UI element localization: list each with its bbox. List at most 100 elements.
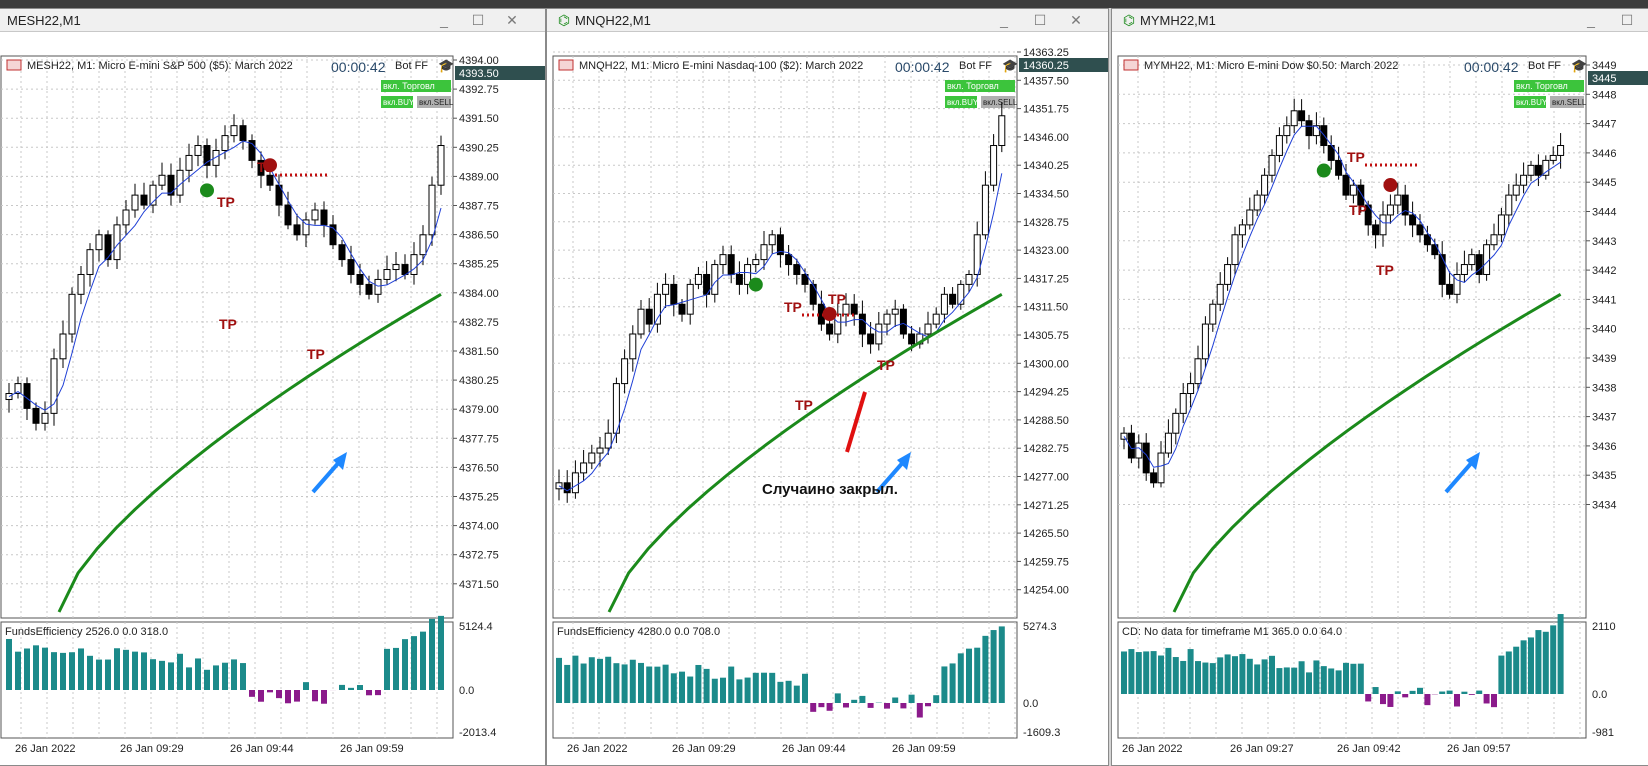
- indicator-histogram-bar: [851, 699, 858, 703]
- indicator-histogram-bar: [1357, 663, 1364, 694]
- candle-body: [662, 283, 670, 295]
- minimize-button[interactable]: _: [440, 12, 448, 28]
- candle-body: [1483, 244, 1491, 275]
- trading-toggle-button[interactable]: [381, 80, 451, 92]
- price-chart[interactable]: 14363.25 14357.50 14351.75 14346.00 14340.25…: [547, 32, 1109, 766]
- indicator-histogram-bar: [285, 690, 291, 704]
- indicator-histogram-bar: [1550, 625, 1557, 694]
- price-axis-label: 4389.00: [459, 171, 499, 183]
- indicator-histogram-bar: [908, 694, 915, 703]
- indicator-histogram-bar: [670, 673, 677, 703]
- time-axis-label: 26 Jan 09:42: [1337, 743, 1401, 755]
- price-axis-label: 14346.00: [1023, 132, 1069, 144]
- sell-toggle-button[interactable]: [417, 96, 451, 108]
- timer-label: 00:00:42: [895, 59, 950, 75]
- chart-window-mym[interactable]: ⌬ MYMH22,M1 _ ☐ 3449 3448 3447 3446 3445 3444…: [1111, 8, 1648, 766]
- indicator-histogram-bar: [420, 631, 426, 690]
- indicator-histogram-bar: [695, 664, 702, 703]
- indicator-histogram-bar: [1313, 660, 1320, 694]
- window-titlebar[interactable]: MESH22,M1 _ ☐ ✕: [0, 9, 545, 32]
- candle-body: [793, 264, 801, 275]
- candle-body: [1409, 214, 1417, 226]
- indicator-histogram-bar: [802, 673, 808, 703]
- candle-body: [23, 383, 31, 409]
- indicator-histogram-bar: [580, 663, 587, 703]
- indicator-histogram-bar: [1180, 660, 1187, 694]
- indicator-histogram-bar: [949, 663, 956, 703]
- indicator-histogram-bar: [1150, 651, 1157, 694]
- candle-body: [1224, 264, 1232, 285]
- candle-body: [735, 273, 743, 285]
- candle-body: [410, 254, 418, 275]
- chart-window-mesh[interactable]: MESH22,M1 _ ☐ ✕ 4394.00 4392.75 4391.50 439…: [0, 8, 546, 766]
- window-titlebar[interactable]: ⌬ MNQH22,M1 _ ☐ ✕: [547, 9, 1108, 32]
- candle-body: [883, 313, 891, 325]
- close-button[interactable]: ✕: [506, 12, 518, 28]
- price-axis-label: 14277.00: [1023, 472, 1069, 484]
- trading-toggle-button[interactable]: [945, 80, 1015, 92]
- candle-body: [891, 308, 899, 315]
- indicator-histogram-bar: [312, 690, 318, 702]
- indicator-histogram-bar: [1283, 667, 1290, 694]
- candle-body: [1401, 194, 1409, 216]
- indicator-label: FundsEfficiency 2526.0 0.0 318.0: [5, 626, 168, 638]
- indicator-histogram-bar: [629, 659, 636, 703]
- timer-label: 00:00:42: [1464, 59, 1519, 75]
- indicator-histogram-bar: [6, 638, 12, 690]
- short-position-marker: [263, 158, 277, 173]
- candle-body: [383, 269, 391, 280]
- candle-body: [104, 234, 112, 261]
- candle-body: [571, 472, 579, 494]
- candle-body: [365, 283, 373, 295]
- candle-body: [850, 303, 858, 315]
- price-chart[interactable]: 3449 3448 3447 3446 3445 3444 3443 3442 3441 3440…: [1112, 32, 1648, 766]
- candle-body: [1157, 452, 1165, 484]
- buy-toggle-button[interactable]: [945, 96, 977, 108]
- chart-window-mnq[interactable]: ⌬ MNQH22,M1 _ ☐ ✕ 14363.25 14357.50 14351.…: [546, 8, 1109, 766]
- indicator-histogram-bar: [258, 690, 264, 702]
- candle-body: [248, 140, 256, 161]
- candle-body: [131, 194, 139, 211]
- maximize-button[interactable]: ☐: [1620, 12, 1634, 28]
- price-axis-label: 3437: [1592, 412, 1616, 424]
- indicator-histogram-bar: [597, 658, 603, 703]
- candle-body: [1209, 303, 1217, 325]
- indicator-histogram-bar: [1513, 646, 1520, 694]
- indicator-histogram-bar: [1121, 651, 1127, 694]
- fast-moving-average-line: [1123, 125, 1561, 468]
- indicator-histogram-bar: [42, 647, 48, 690]
- candle-body: [1335, 159, 1343, 176]
- price-axis-label: 4380.25: [459, 375, 499, 387]
- candle-body: [50, 358, 58, 414]
- price-chart[interactable]: 4394.00 4392.75 4391.50 4390.25 4389.00 4387.…: [0, 32, 546, 766]
- maximize-button[interactable]: ☐: [471, 12, 485, 28]
- indicator-scale-max: 2110: [1592, 621, 1616, 633]
- candle-body: [419, 234, 427, 256]
- tp-label: TP: [219, 316, 237, 332]
- sell-toggle-button[interactable]: [1550, 96, 1584, 108]
- fast-moving-average-line: [8, 140, 442, 411]
- candle-body: [670, 283, 678, 305]
- window-titlebar[interactable]: ⌬ MYMH22,M1 _ ☐: [1112, 9, 1648, 32]
- candle-body: [1164, 432, 1172, 454]
- sell-toggle-button[interactable]: [981, 96, 1015, 108]
- buy-toggle-button[interactable]: [381, 96, 413, 108]
- close-button[interactable]: ✕: [1070, 12, 1082, 28]
- trading-toggle-button[interactable]: [1514, 80, 1584, 92]
- minimize-button[interactable]: _: [1000, 12, 1008, 28]
- candle-body: [981, 184, 989, 236]
- maximize-button[interactable]: ☐: [1033, 12, 1047, 28]
- minimize-button[interactable]: _: [1587, 12, 1595, 28]
- candle-body: [1372, 224, 1380, 236]
- buy-toggle-button[interactable]: [1514, 96, 1546, 108]
- indicator-histogram-bar: [1239, 654, 1246, 694]
- indicator-histogram-bar: [195, 658, 201, 690]
- window-title: MNQH22,M1: [575, 13, 651, 28]
- candle-body: [924, 323, 932, 335]
- candle-body: [1135, 442, 1143, 459]
- candle-body: [645, 308, 653, 325]
- price-axis-label: 3442: [1592, 265, 1616, 277]
- candle-body: [428, 184, 436, 236]
- current-price-box: [455, 66, 545, 80]
- indicator-histogram-bar: [321, 690, 327, 704]
